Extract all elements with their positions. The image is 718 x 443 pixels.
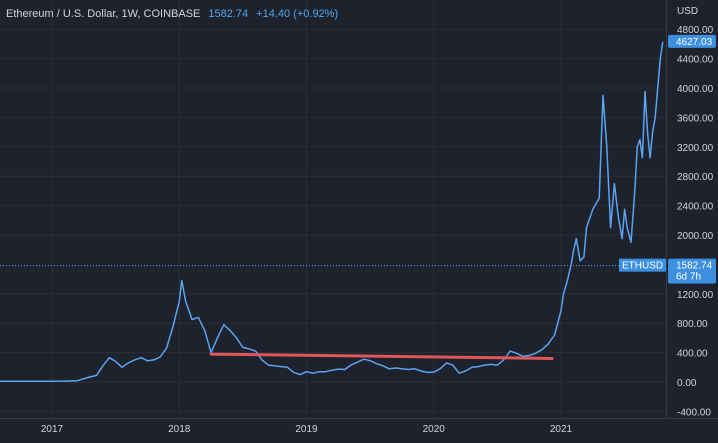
y-tick-label: 2800.00	[677, 172, 714, 183]
last-price-label: 1582.74	[676, 261, 713, 272]
symbol-title: Ethereum / U.S. Dollar, 1W, COINBASE	[6, 8, 201, 20]
y-axis-unit-label: USD	[677, 6, 698, 17]
y-tick-label: 4000.00	[677, 84, 714, 95]
x-tick-label: 2017	[41, 424, 64, 435]
y-tick-label: -400.00	[677, 407, 711, 418]
y-tick-label: 0.00	[677, 378, 697, 389]
y-tick-label: 2400.00	[677, 202, 714, 213]
x-tick-label: 2018	[168, 424, 191, 435]
current-price-label: 4627.03	[676, 37, 713, 48]
y-tick-label: 4400.00	[677, 55, 714, 66]
x-tick-label: 2021	[550, 424, 573, 435]
current-price-label-bg	[668, 34, 716, 48]
symbol-tag-bg	[619, 258, 666, 272]
last-price-label-bg	[668, 258, 716, 284]
symbol-tag: ETHUSD	[622, 261, 663, 272]
y-tick-label: 1200.00	[677, 290, 714, 301]
price-line	[0, 41, 664, 383]
x-tick-label: 2019	[295, 424, 318, 435]
y-tick-label: 4800.00	[677, 25, 714, 36]
grid-layer	[0, 0, 666, 418]
y-tick-label: 2000.00	[677, 231, 714, 242]
countdown-label: 6d 7h	[676, 272, 701, 283]
y-axis-panel	[666, 0, 718, 438]
y-tick-label: 3600.00	[677, 113, 714, 124]
header-change: +14.40 (+0.92%)	[256, 8, 339, 20]
trendline-layer[interactable]	[209, 352, 554, 360]
series-layer	[0, 41, 664, 383]
x-axis[interactable]: 2017 2018 2019 2020 2021	[0, 418, 718, 436]
x-tick-label: 2020	[423, 424, 446, 435]
y-tick-label: 400.00	[677, 349, 708, 360]
y-tick-label: 800.00	[677, 319, 708, 330]
y-axis[interactable]: USD 4800.00 4400.00 4000.00 3600.00 3200.00 28…	[666, 0, 718, 438]
chart-header: Ethereum / U.S. Dollar, 1W, COINBASE 158…	[6, 6, 338, 22]
header-price: 1582.74	[208, 8, 249, 20]
y-tick-label: 3200.00	[677, 143, 714, 154]
trendline[interactable]	[209, 352, 554, 360]
